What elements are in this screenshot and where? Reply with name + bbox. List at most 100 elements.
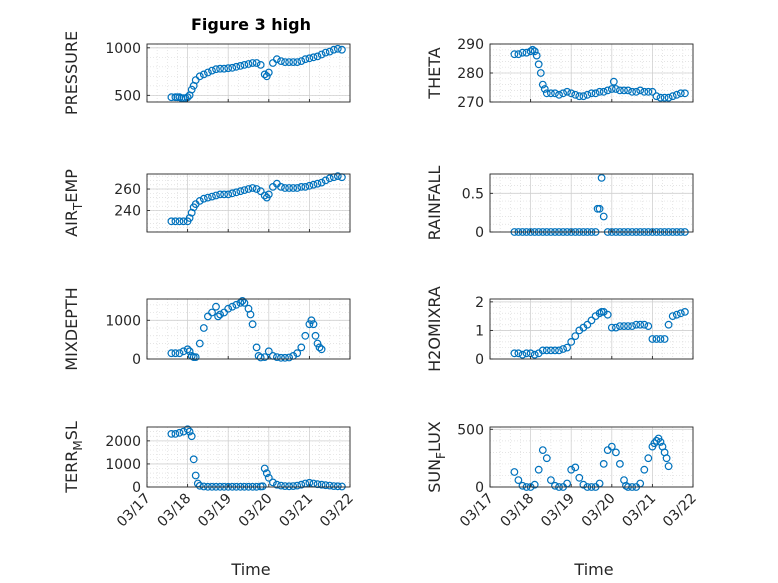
panel-3-data-point xyxy=(289,184,298,192)
panel-2-data-point xyxy=(632,87,641,96)
panel-5-data-point xyxy=(297,343,306,352)
panel-7-data-point xyxy=(187,432,196,441)
panel-3-axes-box xyxy=(146,173,351,233)
panel-5-data-point xyxy=(305,320,314,329)
panel-1-data-point xyxy=(195,72,204,81)
panel-6-data-point xyxy=(551,346,559,355)
panel-7-data-point xyxy=(321,481,330,490)
panel-7-data-point xyxy=(281,482,289,491)
panel-7-data-point xyxy=(269,478,277,487)
panel-2-data-point xyxy=(681,89,689,98)
panel-3-data-point xyxy=(203,193,212,202)
panel-8-data-point xyxy=(547,476,555,485)
panel-3-data-point xyxy=(252,185,261,193)
panel-4-data-point xyxy=(595,204,604,213)
panel-7-data-point xyxy=(167,430,176,438)
panel-6-data-point xyxy=(640,320,649,329)
panel-2-y-tick-label: 280 xyxy=(457,66,484,82)
panel-6-data-point xyxy=(587,316,596,325)
panel-3-data-point xyxy=(321,176,330,185)
panel-7-y-tick-label: 1000 xyxy=(105,457,141,473)
panel-8-x-tick-label: 03/21 xyxy=(619,491,659,531)
panel-7-data-point xyxy=(325,481,334,490)
panel-2-data-point xyxy=(612,85,620,93)
panel-6-data-point xyxy=(648,335,657,343)
panel-1-data-point xyxy=(301,55,310,64)
panel-2-data-point xyxy=(656,93,665,102)
panel-2-data-point xyxy=(652,92,661,101)
panel-2-data-point xyxy=(536,69,545,77)
panel-8-data-point xyxy=(607,442,616,451)
panel-8-data-point xyxy=(664,462,673,471)
panel-5-data-point xyxy=(317,345,326,354)
panel-1-data-point xyxy=(305,54,314,63)
panel-3-data-point xyxy=(175,217,184,226)
panel-2-data-point xyxy=(603,86,612,95)
panel-8-data-point xyxy=(656,438,665,446)
panel-6-data-point xyxy=(555,346,563,355)
panel-5-data-point xyxy=(216,310,225,319)
panel-5-y-axis-label: MIXDEPTH xyxy=(62,287,81,370)
panel-5-data-point xyxy=(171,349,180,358)
panel-1-data-point xyxy=(333,44,342,53)
panel-1-data-point xyxy=(317,50,326,59)
panel-4-data-point xyxy=(599,212,608,221)
panel-6-data-point xyxy=(567,338,576,346)
panel-6-data-point xyxy=(530,350,539,359)
panel-3-data-point xyxy=(297,182,306,191)
panel-6-data-point xyxy=(628,322,636,331)
panel-8-y-tick-label: 0 xyxy=(475,480,484,496)
panel-8-y-tick-label: 500 xyxy=(457,422,484,438)
panel-3-data-point xyxy=(248,184,257,192)
panel-6-data-point xyxy=(644,322,653,331)
panel-3-data-point xyxy=(333,172,342,181)
panel-3-data-point xyxy=(260,191,269,200)
panel-3-data-point xyxy=(281,184,289,192)
panel-1-data-point xyxy=(244,60,253,68)
panel-6-data-point xyxy=(542,346,551,355)
panel-5-data-point xyxy=(301,331,310,340)
panel-7-data-point xyxy=(297,480,306,489)
panel-7-y-tick-label: 0 xyxy=(132,480,141,496)
panel-3-data-point xyxy=(179,217,188,226)
panel-5-y-tick-label: 1000 xyxy=(105,313,141,329)
panel-6-data-point xyxy=(583,320,592,329)
panel-5-data-point xyxy=(195,339,204,348)
panel-4-y-axis-label: RAINFALL xyxy=(425,166,444,241)
panel-1-data-point xyxy=(256,61,265,69)
panel-2-data-point xyxy=(628,87,636,96)
panel-5-data-point xyxy=(240,299,249,307)
panel-8-axes-box xyxy=(489,426,694,488)
panel-2-data-point xyxy=(620,86,628,95)
panel-8-data-point xyxy=(662,454,671,463)
panel-2-data-point xyxy=(538,80,547,89)
panel-3-data-point xyxy=(195,196,204,205)
panel-6-data-point xyxy=(510,349,519,358)
panel-8-data-point xyxy=(510,468,519,476)
panel-6-data-point xyxy=(547,346,555,355)
panel-2-data-point xyxy=(672,90,681,99)
panel-2-data-point xyxy=(583,90,592,99)
panel-3-data-point xyxy=(301,182,310,191)
panel-3-data-point xyxy=(208,192,216,201)
panel-3-data-point xyxy=(232,188,241,197)
panel-8-data-point xyxy=(599,460,608,468)
panel-6-data-point xyxy=(603,310,612,319)
panel-6-data-point xyxy=(538,346,547,355)
panel-3-data-point xyxy=(220,190,229,199)
panel-5-data-point xyxy=(252,343,261,352)
panel-4-data-point xyxy=(597,173,606,182)
panel-7-data-point xyxy=(277,481,285,490)
panel-7-data-point xyxy=(171,430,180,438)
panel-8-data-point xyxy=(652,436,661,445)
panel-1-data-point xyxy=(240,61,249,69)
panel-2-data-point xyxy=(551,89,559,98)
panel-1-data-point xyxy=(248,59,257,67)
panel-5-data-point xyxy=(246,310,255,319)
panel-1-data-point xyxy=(199,70,208,79)
x-axis-label-left: Time xyxy=(230,560,270,579)
panel-7-x-tick-label: 03/21 xyxy=(276,491,316,531)
panel-7-x-tick-label: 03/18 xyxy=(155,491,195,531)
panel-3-data-point xyxy=(240,186,249,195)
panel-1-data-point xyxy=(338,45,346,54)
